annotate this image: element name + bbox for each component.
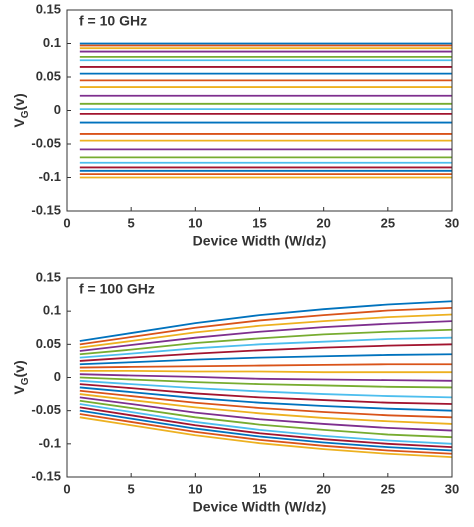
y-tick-label: 0.1 bbox=[43, 35, 61, 50]
axes-box bbox=[66, 9, 453, 212]
y-tick-label: 0 bbox=[54, 369, 61, 384]
x-axis-label: Device Width (W/dz) bbox=[193, 499, 327, 515]
data-line bbox=[79, 413, 453, 455]
y-tick-label: 0.1 bbox=[43, 303, 61, 318]
data-line bbox=[79, 343, 453, 362]
data-line bbox=[79, 313, 453, 349]
x-axis-label: Device Width (W/dz) bbox=[193, 233, 327, 249]
data-line bbox=[79, 320, 453, 352]
data-line bbox=[79, 306, 453, 346]
y-axis-label-part: (v) bbox=[11, 360, 27, 377]
y-axis-label-part: (v) bbox=[11, 93, 27, 110]
data-line bbox=[79, 376, 453, 389]
x-tick-label: 15 bbox=[252, 215, 266, 230]
y-tick-label: -0.05 bbox=[31, 402, 61, 417]
y-axis-label-part: V bbox=[11, 385, 27, 395]
annotation: f = 100 GHz bbox=[79, 281, 155, 297]
y-axis-label: VG(v) bbox=[11, 360, 31, 394]
x-tick-label: 5 bbox=[128, 481, 135, 496]
data-line bbox=[79, 403, 453, 445]
x-tick-label: 5 bbox=[128, 215, 135, 230]
data-line bbox=[79, 379, 453, 399]
y-axis-label: VG(v) bbox=[11, 93, 31, 127]
data-line bbox=[79, 406, 453, 449]
data-line bbox=[79, 399, 453, 439]
data-line bbox=[79, 396, 453, 432]
data-line bbox=[79, 386, 453, 412]
x-tick-label: 20 bbox=[316, 215, 330, 230]
data-line bbox=[79, 389, 453, 419]
x-tick-label: 30 bbox=[445, 481, 459, 496]
y-axis-label-part: G bbox=[20, 377, 31, 385]
y-tick-label: -0.15 bbox=[31, 202, 61, 217]
y-tick-label: 0 bbox=[54, 102, 61, 117]
data-line bbox=[79, 328, 453, 356]
x-tick-label: 10 bbox=[188, 481, 202, 496]
y-tick-label: -0.05 bbox=[31, 135, 61, 150]
data-line bbox=[79, 416, 453, 458]
x-tick-label: 25 bbox=[381, 481, 395, 496]
x-tick-label: 30 bbox=[445, 215, 459, 230]
data-line bbox=[79, 363, 452, 369]
y-tick-label: 0.05 bbox=[36, 68, 61, 83]
data-line bbox=[79, 353, 453, 366]
y-axis-label-part: G bbox=[20, 110, 31, 118]
data-line bbox=[79, 369, 452, 374]
y-axis-label-part: V bbox=[11, 118, 27, 128]
data-line bbox=[79, 336, 453, 359]
y-tick-label: 0.15 bbox=[36, 1, 61, 16]
y-tick-label: 0.15 bbox=[36, 269, 61, 284]
data-line bbox=[79, 300, 453, 342]
y-tick-label: -0.1 bbox=[39, 169, 61, 184]
x-tick-label: 15 bbox=[252, 481, 266, 496]
y-tick-label: -0.1 bbox=[39, 435, 61, 450]
annotation: f = 10 GHz bbox=[79, 13, 147, 29]
data-line bbox=[79, 393, 453, 425]
data-line bbox=[79, 409, 453, 452]
x-tick-label: 0 bbox=[63, 215, 70, 230]
x-tick-label: 10 bbox=[188, 215, 202, 230]
data-line bbox=[79, 383, 453, 405]
x-tick-label: 0 bbox=[63, 481, 70, 496]
data-line bbox=[79, 373, 453, 382]
y-tick-label: 0.05 bbox=[36, 336, 61, 351]
x-tick-label: 25 bbox=[381, 215, 395, 230]
x-tick-label: 20 bbox=[316, 481, 330, 496]
y-tick-label: -0.15 bbox=[31, 468, 61, 483]
